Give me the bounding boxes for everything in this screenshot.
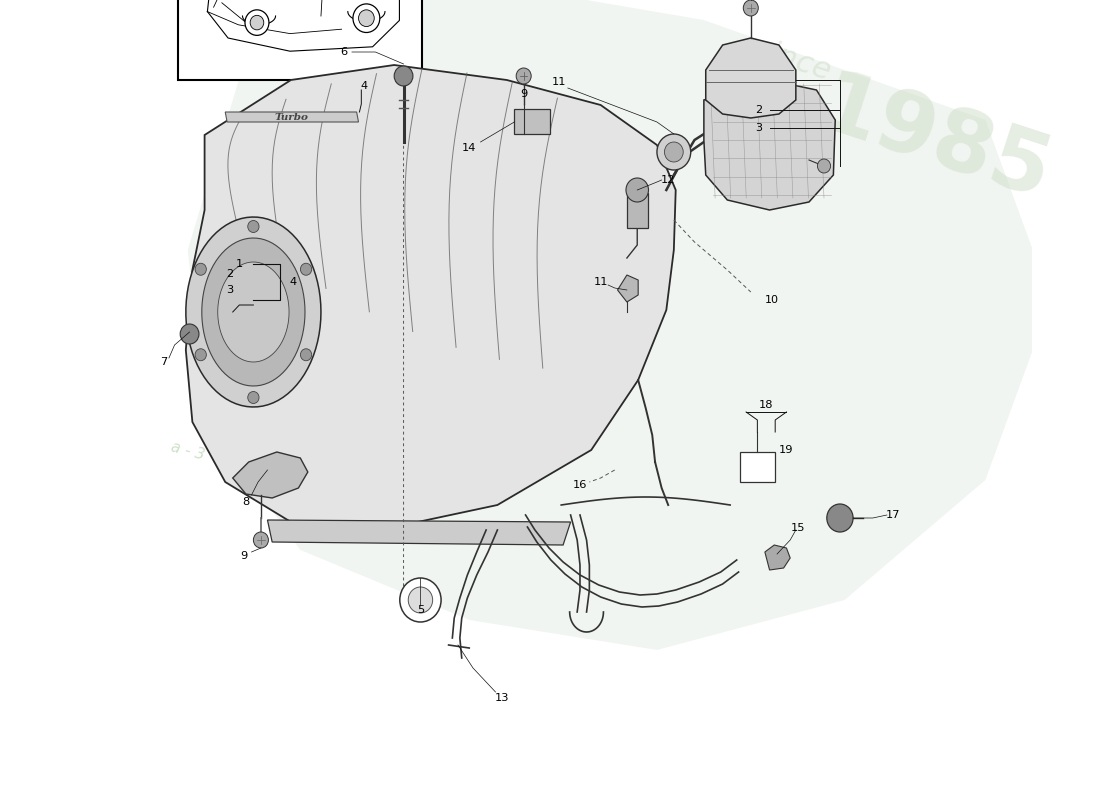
Polygon shape [201, 238, 305, 386]
Circle shape [359, 10, 374, 26]
Text: 13: 13 [495, 693, 509, 703]
Text: 4: 4 [361, 81, 367, 91]
Text: 11: 11 [593, 277, 608, 287]
Circle shape [744, 0, 758, 16]
Circle shape [248, 221, 258, 233]
Circle shape [657, 134, 691, 170]
Polygon shape [218, 262, 289, 362]
Text: 16: 16 [573, 480, 587, 490]
Circle shape [516, 68, 531, 84]
Text: Turbo: Turbo [275, 113, 309, 122]
Text: 14: 14 [462, 143, 476, 153]
Polygon shape [617, 275, 638, 302]
Text: 9: 9 [520, 89, 527, 99]
Text: 5: 5 [417, 605, 425, 615]
Polygon shape [226, 112, 359, 122]
Polygon shape [706, 38, 795, 118]
Text: 1985: 1985 [807, 65, 1060, 218]
Circle shape [399, 578, 441, 622]
Circle shape [394, 66, 412, 86]
Circle shape [300, 263, 311, 275]
Text: 17: 17 [887, 510, 901, 520]
Text: 6: 6 [340, 47, 346, 57]
Bar [515, 109, 550, 134]
Circle shape [300, 349, 311, 361]
Text: 12: 12 [661, 175, 675, 185]
Circle shape [195, 263, 207, 275]
Text: 2: 2 [227, 269, 233, 279]
Circle shape [180, 324, 199, 344]
Circle shape [827, 504, 854, 532]
Circle shape [245, 10, 268, 35]
Circle shape [626, 178, 649, 202]
Text: a - 3  motional  online  since  1985: a - 3 motional online since 1985 [169, 440, 429, 523]
Text: 7: 7 [160, 357, 167, 367]
Polygon shape [188, 0, 1052, 650]
Circle shape [664, 142, 683, 162]
Polygon shape [704, 80, 835, 210]
Text: 3: 3 [755, 123, 762, 133]
Polygon shape [267, 520, 571, 545]
Polygon shape [186, 217, 321, 407]
Bar [178, 0, 422, 80]
Circle shape [195, 349, 207, 361]
Circle shape [253, 532, 268, 548]
Circle shape [817, 159, 830, 173]
Circle shape [408, 587, 432, 613]
Circle shape [250, 15, 264, 30]
Bar [739, 452, 776, 482]
Text: 10: 10 [764, 295, 779, 305]
Text: 9: 9 [241, 551, 248, 561]
Text: 19: 19 [779, 445, 794, 455]
Circle shape [353, 4, 380, 33]
Polygon shape [186, 65, 675, 528]
Text: 4: 4 [289, 277, 296, 287]
Bar [627, 193, 648, 228]
Text: euromotoelectrical: euromotoelectrical [300, 274, 623, 386]
Text: 2: 2 [755, 105, 762, 115]
Text: 8: 8 [242, 497, 250, 507]
Text: 11: 11 [552, 77, 567, 87]
Text: 18: 18 [759, 400, 773, 410]
Polygon shape [764, 545, 790, 570]
Text: 3: 3 [227, 285, 233, 295]
Text: 15: 15 [791, 523, 805, 533]
Polygon shape [233, 452, 308, 498]
Circle shape [248, 391, 258, 403]
Text: since: since [751, 34, 835, 86]
Text: 1: 1 [235, 259, 243, 269]
